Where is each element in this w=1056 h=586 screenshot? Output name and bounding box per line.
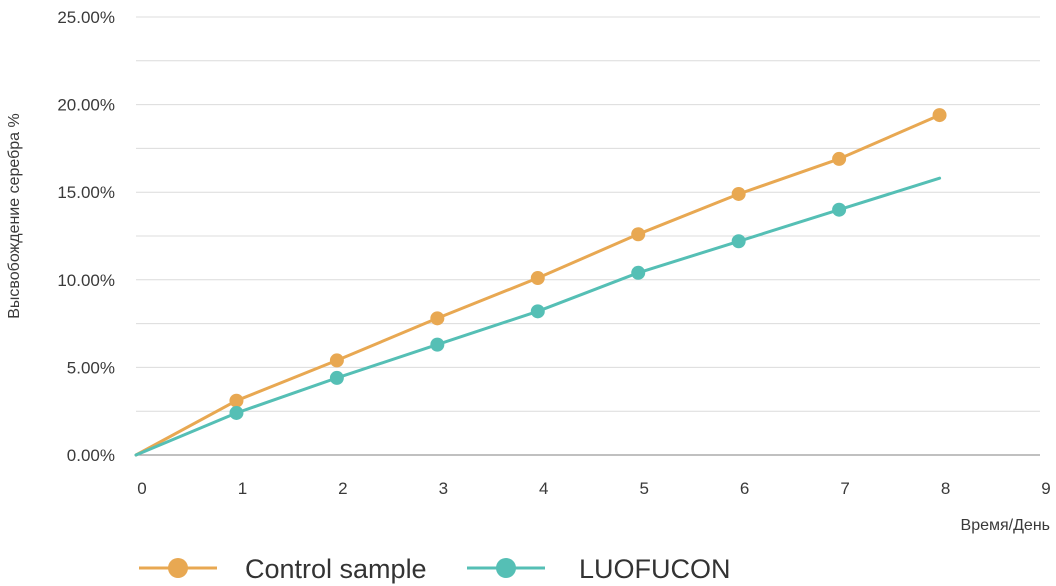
x-tick-label: 2 bbox=[338, 479, 347, 498]
data-point bbox=[430, 337, 445, 352]
data-point bbox=[832, 151, 847, 166]
x-tick-label: 7 bbox=[840, 479, 849, 498]
legend-item[interactable]: Control sample bbox=[139, 554, 427, 584]
data-point bbox=[329, 353, 344, 368]
data-point bbox=[329, 370, 344, 385]
data-point bbox=[932, 108, 947, 123]
series-2 bbox=[134, 176, 942, 457]
y-axis-title: Высвобождение серебра % bbox=[6, 113, 23, 318]
legend-swatch-marker bbox=[168, 558, 188, 578]
legend-label: Control sample bbox=[245, 554, 427, 584]
x-tick-label: 1 bbox=[238, 479, 247, 498]
series-line bbox=[134, 113, 942, 457]
series-lines bbox=[134, 108, 947, 457]
x-tick-label: 6 bbox=[740, 479, 749, 498]
x-axis-title: Время/День bbox=[961, 517, 1050, 534]
y-tick-label: 20.00% bbox=[57, 96, 115, 115]
legend[interactable]: Control sample LUOFUCON bbox=[139, 554, 731, 584]
x-tick-label: 3 bbox=[439, 479, 448, 498]
x-tick-label: 4 bbox=[539, 479, 548, 498]
legend-item[interactable]: LUOFUCON bbox=[467, 554, 731, 584]
y-tick-label: 10.00% bbox=[57, 271, 115, 290]
data-point bbox=[430, 311, 445, 326]
y-tick-label: 5.00% bbox=[67, 358, 115, 377]
data-point bbox=[731, 186, 746, 201]
legend-label: LUOFUCON bbox=[579, 554, 731, 584]
x-axis-ticks: 0 1 2 3 4 5 6 7 8 9 bbox=[137, 479, 1050, 498]
data-point bbox=[229, 393, 244, 408]
data-point bbox=[731, 234, 746, 249]
data-point bbox=[530, 271, 545, 286]
y-tick-label: 15.00% bbox=[57, 183, 115, 202]
data-point bbox=[832, 202, 847, 217]
data-point bbox=[229, 405, 244, 420]
x-tick-label: 0 bbox=[137, 479, 146, 498]
data-point bbox=[530, 304, 545, 319]
x-tick-label: 9 bbox=[1041, 479, 1050, 498]
gridlines bbox=[136, 16, 1040, 456]
data-point bbox=[631, 265, 646, 280]
legend-swatch-marker bbox=[496, 558, 516, 578]
series-1 bbox=[134, 108, 947, 457]
data-point bbox=[631, 227, 646, 242]
x-tick-label: 8 bbox=[941, 479, 950, 498]
y-tick-label: 25.00% bbox=[57, 8, 115, 27]
x-tick-label: 5 bbox=[639, 479, 648, 498]
y-tick-label: 0.00% bbox=[67, 446, 115, 465]
y-axis-ticks: 0.00% 5.00% 10.00% 15.00% 20.00% 25.00% bbox=[57, 8, 115, 465]
